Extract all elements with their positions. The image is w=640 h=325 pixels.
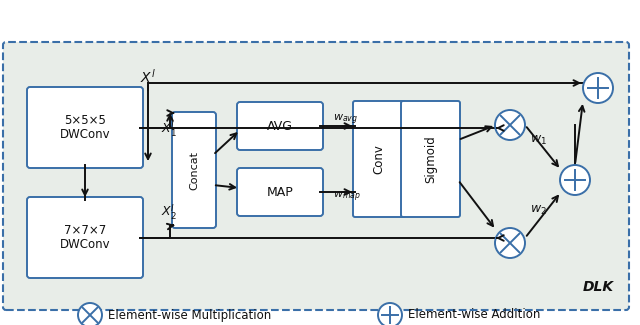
Text: Concat: Concat [189,150,199,189]
FancyBboxPatch shape [3,42,629,310]
Circle shape [495,110,525,140]
Text: 7×7×7
DWConv: 7×7×7 DWConv [60,224,110,252]
Circle shape [78,303,102,325]
Circle shape [378,303,402,325]
FancyBboxPatch shape [401,101,460,217]
Text: DLK: DLK [582,280,614,294]
Text: $w_{avg}$: $w_{avg}$ [333,113,358,127]
Text: Element-wise Addition: Element-wise Addition [408,308,540,321]
Text: 5×5×5
DWConv: 5×5×5 DWConv [60,113,110,141]
Circle shape [583,73,613,103]
Text: Conv: Conv [372,144,385,174]
FancyBboxPatch shape [27,197,143,278]
Text: Element-wise Multiplication: Element-wise Multiplication [108,308,271,321]
Circle shape [560,165,590,195]
Text: $w_1$: $w_1$ [530,134,547,147]
Text: $w_2$: $w_2$ [530,203,547,216]
Text: MAP: MAP [267,186,293,199]
Text: AVG: AVG [267,120,293,133]
FancyBboxPatch shape [27,87,143,168]
Text: $X_2^l$: $X_2^l$ [161,202,177,222]
Text: $X_1^l$: $X_1^l$ [161,119,177,139]
Circle shape [495,228,525,258]
FancyBboxPatch shape [172,112,216,228]
Text: $w_{map}$: $w_{map}$ [333,190,361,204]
Text: Sigmoid: Sigmoid [424,135,437,183]
FancyBboxPatch shape [353,101,405,217]
FancyBboxPatch shape [237,168,323,216]
FancyBboxPatch shape [237,102,323,150]
Text: $X^l$: $X^l$ [140,68,156,86]
